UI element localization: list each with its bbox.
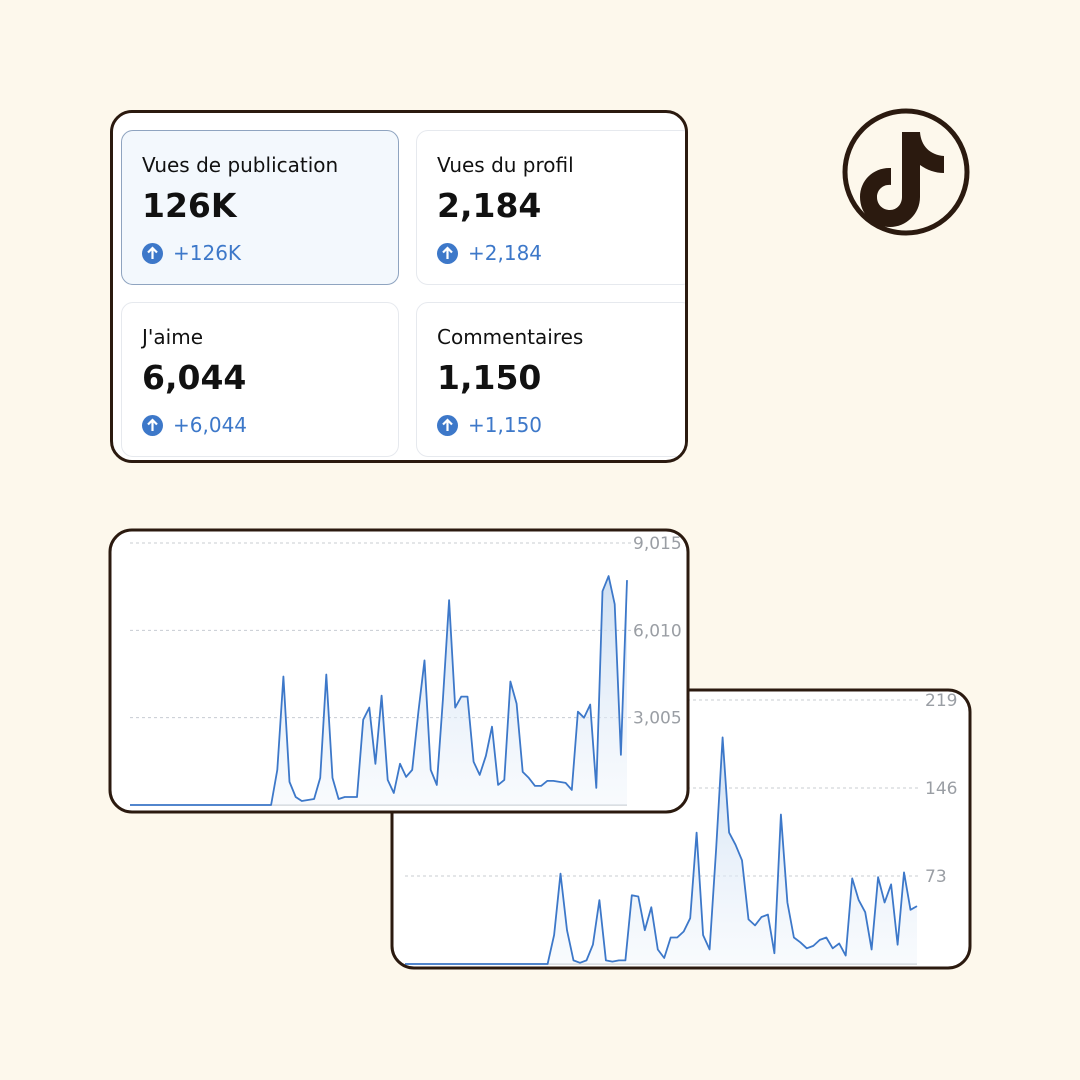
stat-change: +126K — [142, 241, 241, 265]
y-tick-label: 146 — [925, 779, 957, 799]
stat-label: Vues de publication — [142, 153, 339, 177]
stat-value: 1,150 — [437, 358, 542, 397]
y-tick-label: 6,010 — [633, 621, 682, 641]
y-tick-label: 219 — [925, 691, 957, 711]
change-text: +6,044 — [173, 413, 248, 437]
change-text: +1,150 — [468, 413, 543, 437]
stat-card[interactable]: J'aime 6,044 +6,044 — [121, 302, 399, 457]
y-tick-label: 9,015 — [633, 534, 682, 554]
y-tick-label: 73 — [925, 867, 947, 887]
change-text: +126K — [173, 241, 242, 265]
stat-change: +2,184 — [437, 241, 542, 265]
chart-frame — [390, 688, 972, 970]
line — [130, 575, 628, 806]
stat-label: Commentaires — [437, 325, 584, 349]
stat-change: +6,044 — [142, 413, 247, 437]
stat-card[interactable]: Commentaires 1,150 +1,150 — [416, 302, 685, 457]
y-tick-label: 3,005 — [633, 709, 682, 729]
stats-panel: Vues de publication 126K +126K Vues du prof… — [110, 110, 688, 463]
up-icon — [437, 242, 458, 264]
stat-value: 6,044 — [142, 358, 247, 397]
stat-card[interactable]: Vues de publication 126K +126K — [121, 130, 399, 285]
area — [405, 737, 917, 964]
up-icon — [437, 414, 458, 436]
stat-card[interactable]: Vues du profil 2,184 +2,184 — [416, 130, 685, 285]
change-text: +2,184 — [468, 241, 543, 265]
stat-label: Vues du profil — [437, 153, 574, 177]
stat-label: J'aime — [142, 325, 203, 349]
chart-frame — [108, 528, 690, 814]
up-icon — [142, 414, 163, 436]
stat-change: +1,150 — [437, 413, 542, 437]
stat-value: 2,184 — [437, 186, 542, 225]
line — [405, 736, 918, 965]
tiktok-icon — [842, 108, 970, 236]
up-icon — [142, 242, 163, 264]
area — [130, 576, 627, 805]
stat-value: 126K — [142, 186, 237, 225]
